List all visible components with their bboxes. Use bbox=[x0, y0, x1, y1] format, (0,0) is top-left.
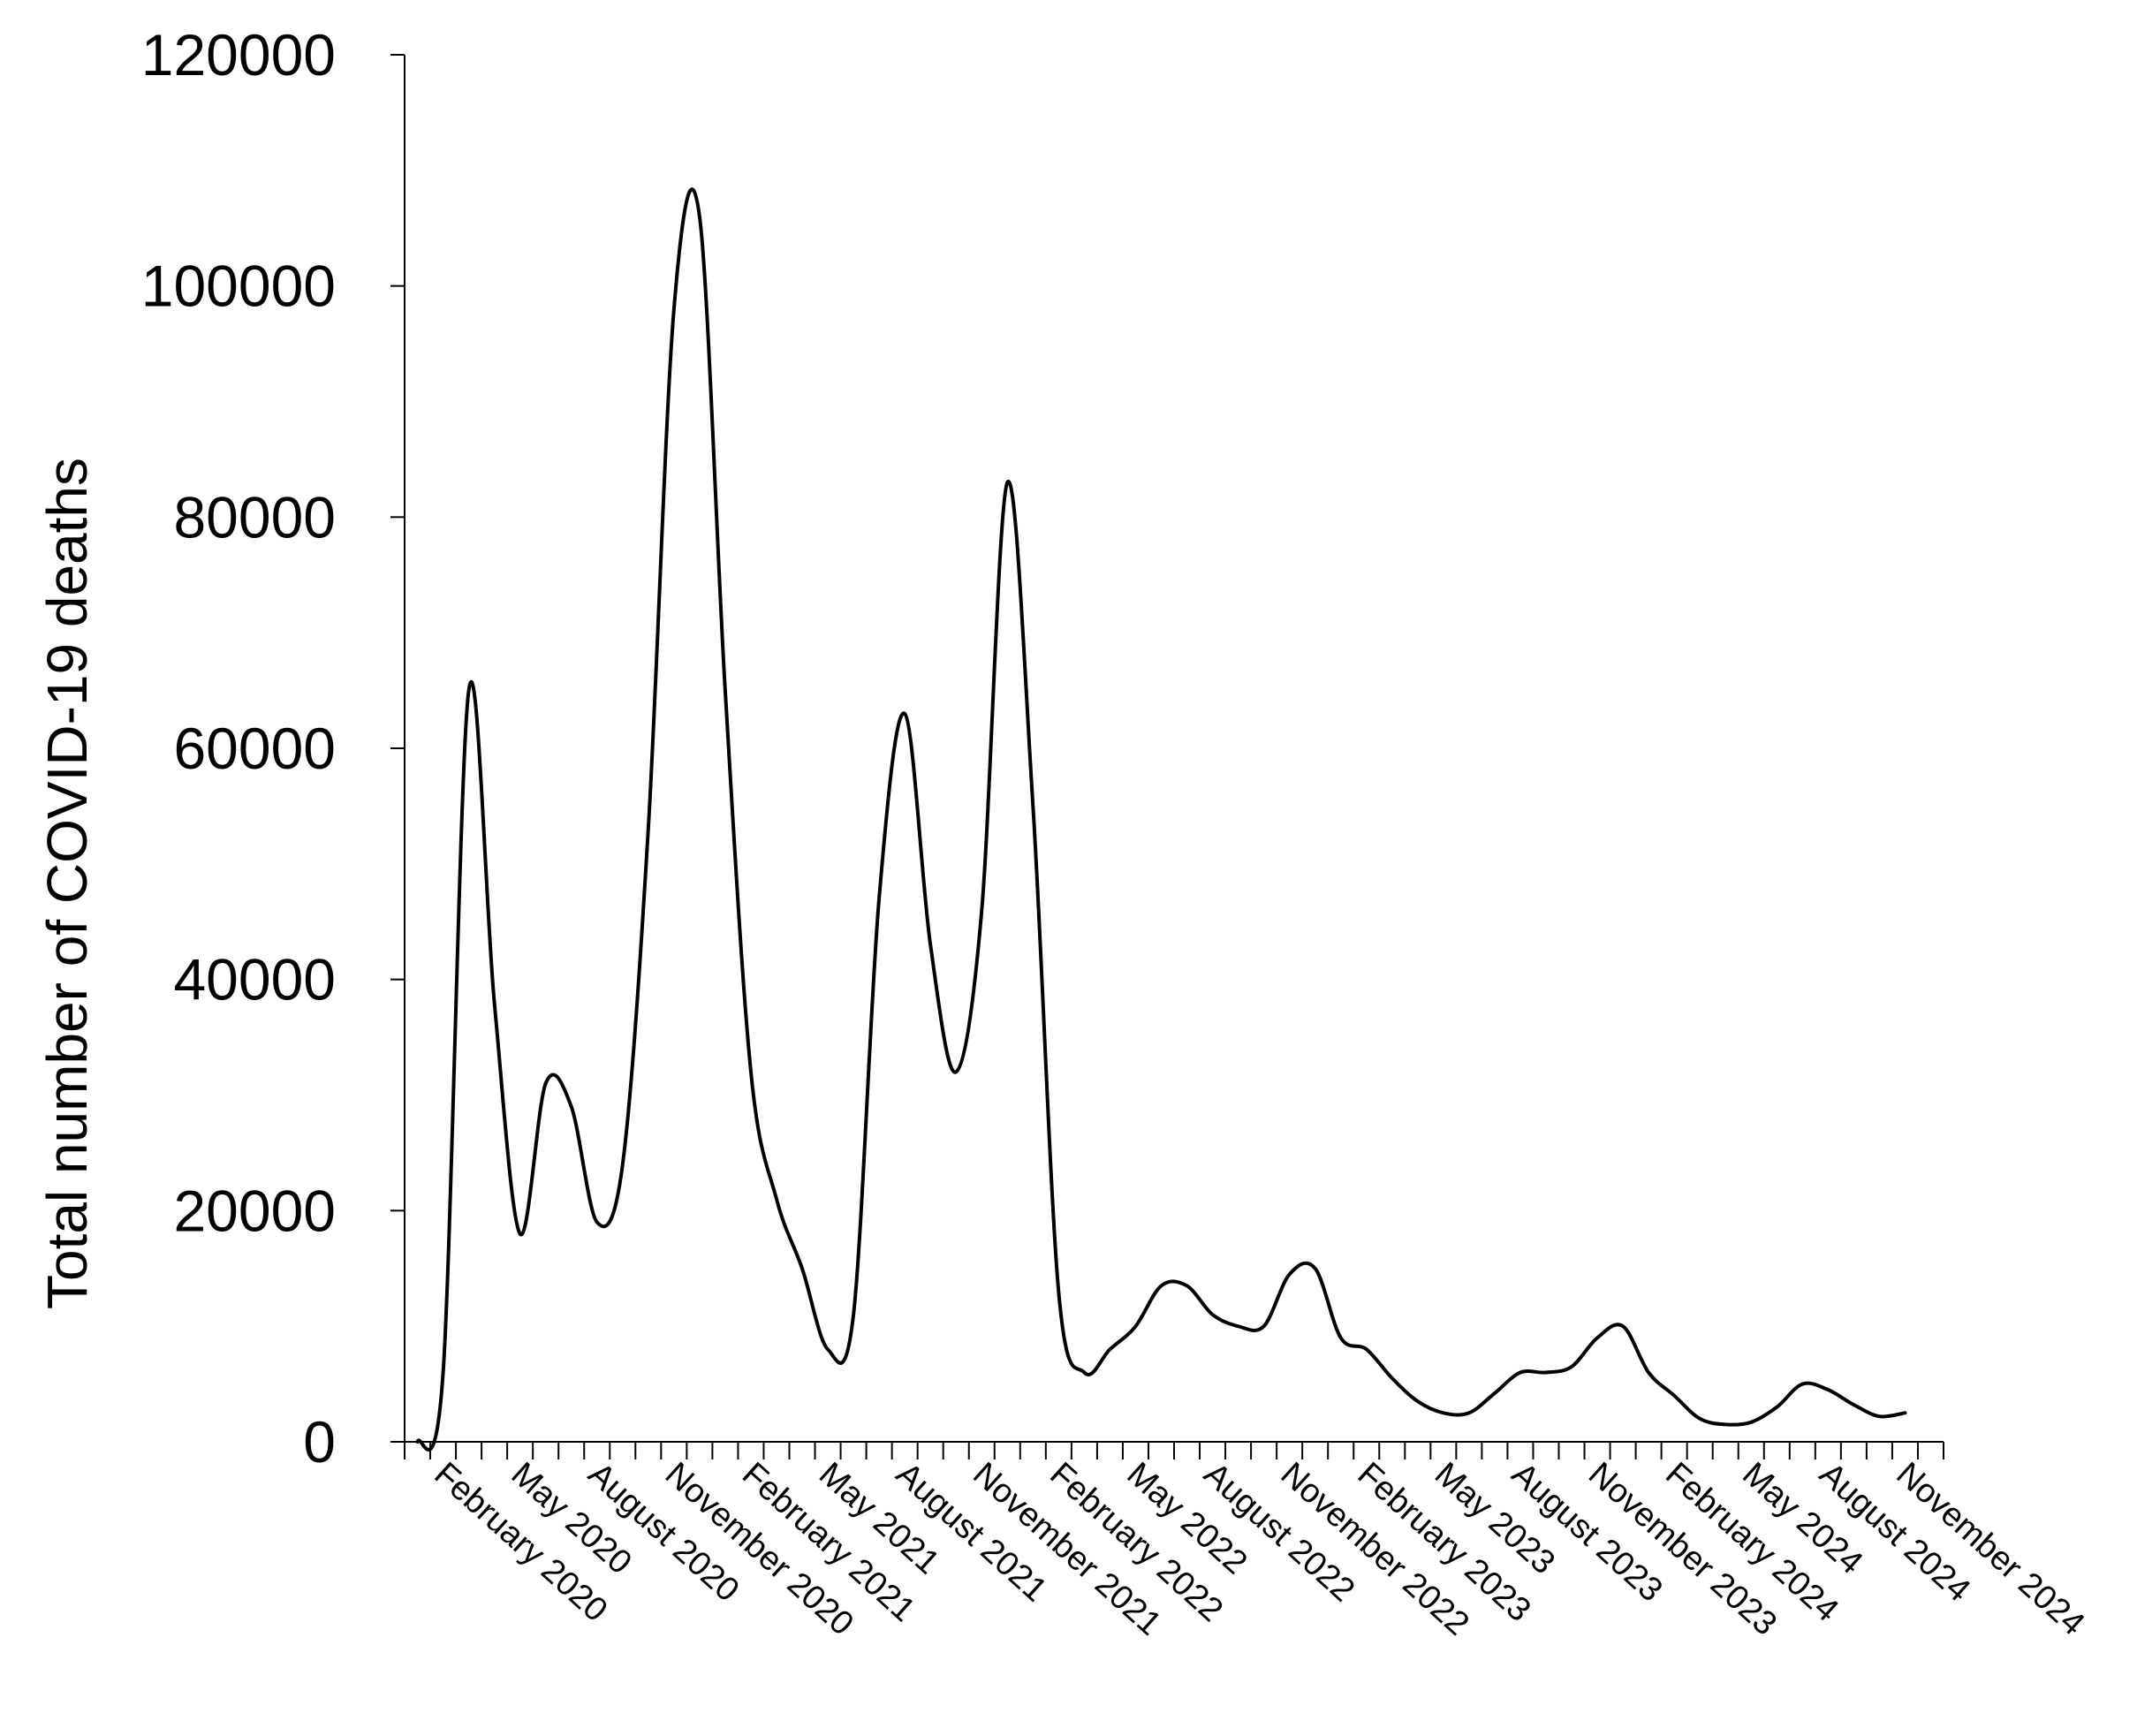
series-line bbox=[415, 187, 1907, 1452]
y-tick-label: 80000 bbox=[173, 484, 336, 550]
y-tick-label: 120000 bbox=[141, 22, 336, 87]
y-tick-labels: 0 20000 40000 60000 80000 100000 120000 bbox=[141, 22, 336, 1474]
y-tick-label: 60000 bbox=[173, 716, 336, 781]
axes bbox=[404, 55, 1944, 1443]
tick-marks bbox=[390, 54, 1944, 1459]
y-tick-label: 40000 bbox=[173, 947, 336, 1012]
y-axis-label: Total number of COVID-19 deaths bbox=[35, 458, 99, 1309]
y-tick-label: 100000 bbox=[141, 254, 336, 319]
series bbox=[415, 187, 1907, 1452]
y-tick-label: 20000 bbox=[173, 1178, 336, 1243]
y-tick-label: 0 bbox=[303, 1409, 336, 1474]
